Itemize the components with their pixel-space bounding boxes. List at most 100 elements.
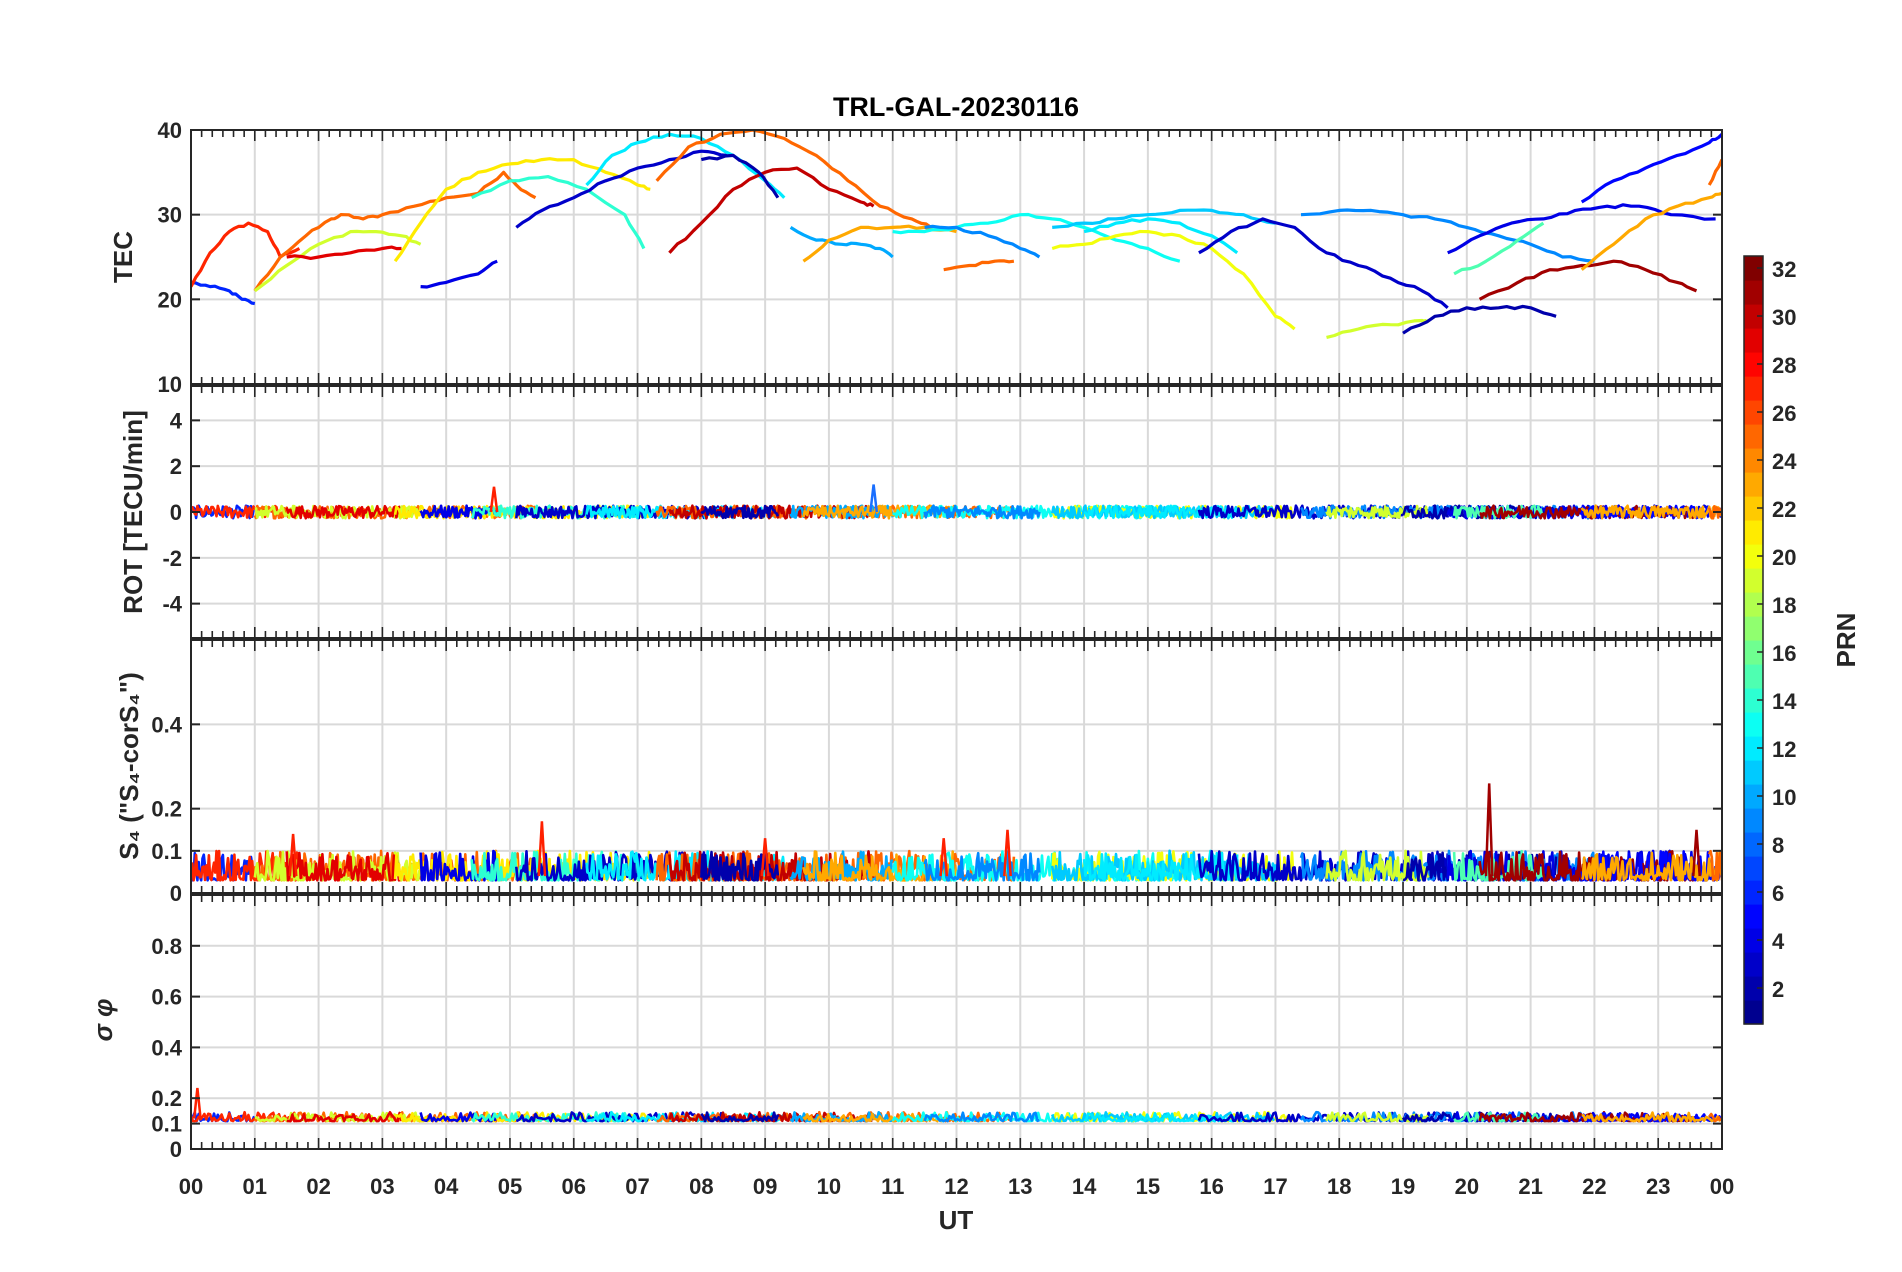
colorbar-tick-label: 20 bbox=[1772, 545, 1796, 570]
s4-series-line bbox=[1478, 849, 1698, 882]
colorbar-segment bbox=[1744, 760, 1763, 785]
tec-series-line bbox=[802, 224, 957, 263]
y-tick-label: -2 bbox=[162, 546, 182, 571]
s4-series-line bbox=[923, 850, 1041, 882]
sigma-ticks: 00.10.2 0.4 0.6 0.8 bbox=[151, 895, 1723, 1162]
x-tick-label: 08 bbox=[689, 1174, 713, 1199]
x-tick-label: 18 bbox=[1327, 1174, 1351, 1199]
y-tick-label: 30 bbox=[158, 203, 182, 228]
colorbar-segment bbox=[1744, 712, 1763, 737]
colorbar-segment bbox=[1744, 472, 1763, 497]
tec-series-line bbox=[1326, 318, 1430, 339]
colorbar-label: PRN bbox=[1831, 613, 1861, 668]
x-tick-label: 13 bbox=[1008, 1174, 1032, 1199]
y-tick-label: 2 bbox=[170, 454, 182, 479]
tec-series-line bbox=[1300, 208, 1595, 263]
rot-series-line bbox=[700, 504, 780, 520]
colorbar-tick-label: 14 bbox=[1772, 689, 1797, 714]
x-axis-label: UT bbox=[939, 1205, 974, 1235]
s4-series-spike bbox=[1484, 783, 1494, 877]
rot-series-spike bbox=[489, 486, 499, 513]
s4-ticks: 0 0.1 0.2 0.4 bbox=[151, 640, 1723, 906]
colorbar-segment bbox=[1744, 832, 1763, 857]
colorbar-segment bbox=[1744, 328, 1763, 353]
x-tick-labels: 00 01 02 03 04 05 06 07 08 09 10 11 12 13 14 15 16 17 18 19… bbox=[179, 1174, 1734, 1199]
x-tick-label: 14 bbox=[1072, 1174, 1097, 1199]
x-tick-label: 11 bbox=[881, 1174, 904, 1199]
tec-series-line bbox=[892, 212, 1181, 263]
tec-ylabel: TEC bbox=[108, 231, 138, 283]
x-tick-label: 20 bbox=[1455, 1174, 1479, 1199]
colorbar-frame bbox=[1743, 255, 1764, 1025]
x-tick-label: 10 bbox=[817, 1174, 841, 1199]
y-tick-label: 40 bbox=[158, 118, 182, 143]
panel-s4: 0 0.1 0.2 0.4 S₄ ("S₄-corS₄") bbox=[114, 639, 1723, 906]
rot-ticks: -4 -2 0 2 4 bbox=[162, 386, 1723, 638]
tec-series-line bbox=[253, 170, 537, 292]
s4-series-spike bbox=[537, 821, 547, 877]
tec-series-line bbox=[943, 259, 1015, 272]
x-tick-label: 23 bbox=[1646, 1174, 1670, 1199]
colorbar-tick-label: 32 bbox=[1772, 257, 1796, 282]
colorbar-segment bbox=[1744, 592, 1763, 617]
colorbar-segment bbox=[1744, 784, 1763, 809]
colorbar-segment bbox=[1744, 616, 1763, 641]
x-tick-label: 03 bbox=[370, 1174, 394, 1199]
colorbar-segment bbox=[1744, 520, 1763, 545]
tec-series-line bbox=[1402, 304, 1557, 335]
x-tick-label: 00 bbox=[179, 1174, 203, 1199]
sigma-series bbox=[191, 1087, 1722, 1123]
colorbar-tick-label: 18 bbox=[1772, 593, 1796, 618]
colorbar-segment bbox=[1744, 256, 1763, 281]
colorbar-segment bbox=[1744, 928, 1763, 953]
rot-series-line bbox=[285, 504, 401, 520]
tec-series-line bbox=[1580, 133, 1722, 204]
tec-series bbox=[191, 130, 1722, 339]
rot-series-line bbox=[1083, 504, 1239, 520]
y-tick-label: -4 bbox=[162, 592, 182, 617]
tec-series-line bbox=[191, 280, 256, 306]
colorbar-segment bbox=[1744, 976, 1763, 1001]
colorbar-tick-label: 6 bbox=[1772, 881, 1784, 906]
y-tick-label: 0.4 bbox=[151, 1035, 182, 1060]
colorbar-tick-label: 30 bbox=[1772, 305, 1796, 330]
s4-ylabel: S₄ ("S₄-corS₄") bbox=[114, 672, 144, 860]
tec-series-line bbox=[1707, 158, 1722, 186]
s4-series-line bbox=[700, 850, 780, 882]
sigma-series-line bbox=[923, 1111, 1040, 1123]
tec-ticks: 10 20 30 40 bbox=[158, 118, 1723, 397]
x-tick-label: 02 bbox=[306, 1174, 330, 1199]
colorbar-tick-label: 8 bbox=[1772, 833, 1784, 858]
x-tick-label: 16 bbox=[1199, 1174, 1223, 1199]
colorbar-segment bbox=[1744, 952, 1763, 977]
x-tick-label: 00 bbox=[1710, 1174, 1734, 1199]
x-tick-label: 12 bbox=[944, 1174, 968, 1199]
sigma-series-line bbox=[1708, 1112, 1722, 1123]
tec-series-line bbox=[286, 245, 402, 260]
colorbar-segment bbox=[1744, 880, 1763, 905]
colorbar-segment bbox=[1744, 424, 1763, 449]
s4-series-line bbox=[285, 851, 402, 882]
colorbar-segment bbox=[1744, 304, 1763, 329]
y-tick-label: 0.2 bbox=[151, 797, 182, 822]
s4-series-line bbox=[1708, 849, 1722, 882]
colorbar-segment bbox=[1744, 688, 1763, 713]
tec-series-line bbox=[470, 175, 646, 250]
x-tick-label: 06 bbox=[562, 1174, 586, 1199]
tec-series-line bbox=[393, 157, 651, 263]
colorbar-segment bbox=[1744, 640, 1763, 665]
colorbar-segment bbox=[1744, 496, 1763, 521]
colorbar-segment bbox=[1744, 376, 1763, 401]
tec-series-line bbox=[253, 229, 422, 293]
s4-series-line bbox=[419, 849, 499, 882]
y-tick-label: 0.4 bbox=[151, 712, 182, 737]
tec-series-line bbox=[1453, 221, 1545, 276]
colorbar-tick-label: 12 bbox=[1772, 737, 1796, 762]
sigma-series-line bbox=[286, 1111, 403, 1123]
colorbar-segment bbox=[1744, 352, 1763, 377]
tec-series-line bbox=[655, 130, 932, 229]
y-tick-label: 20 bbox=[158, 287, 182, 312]
tec-series-line bbox=[1083, 217, 1239, 255]
tec-series-line bbox=[1052, 208, 1276, 229]
